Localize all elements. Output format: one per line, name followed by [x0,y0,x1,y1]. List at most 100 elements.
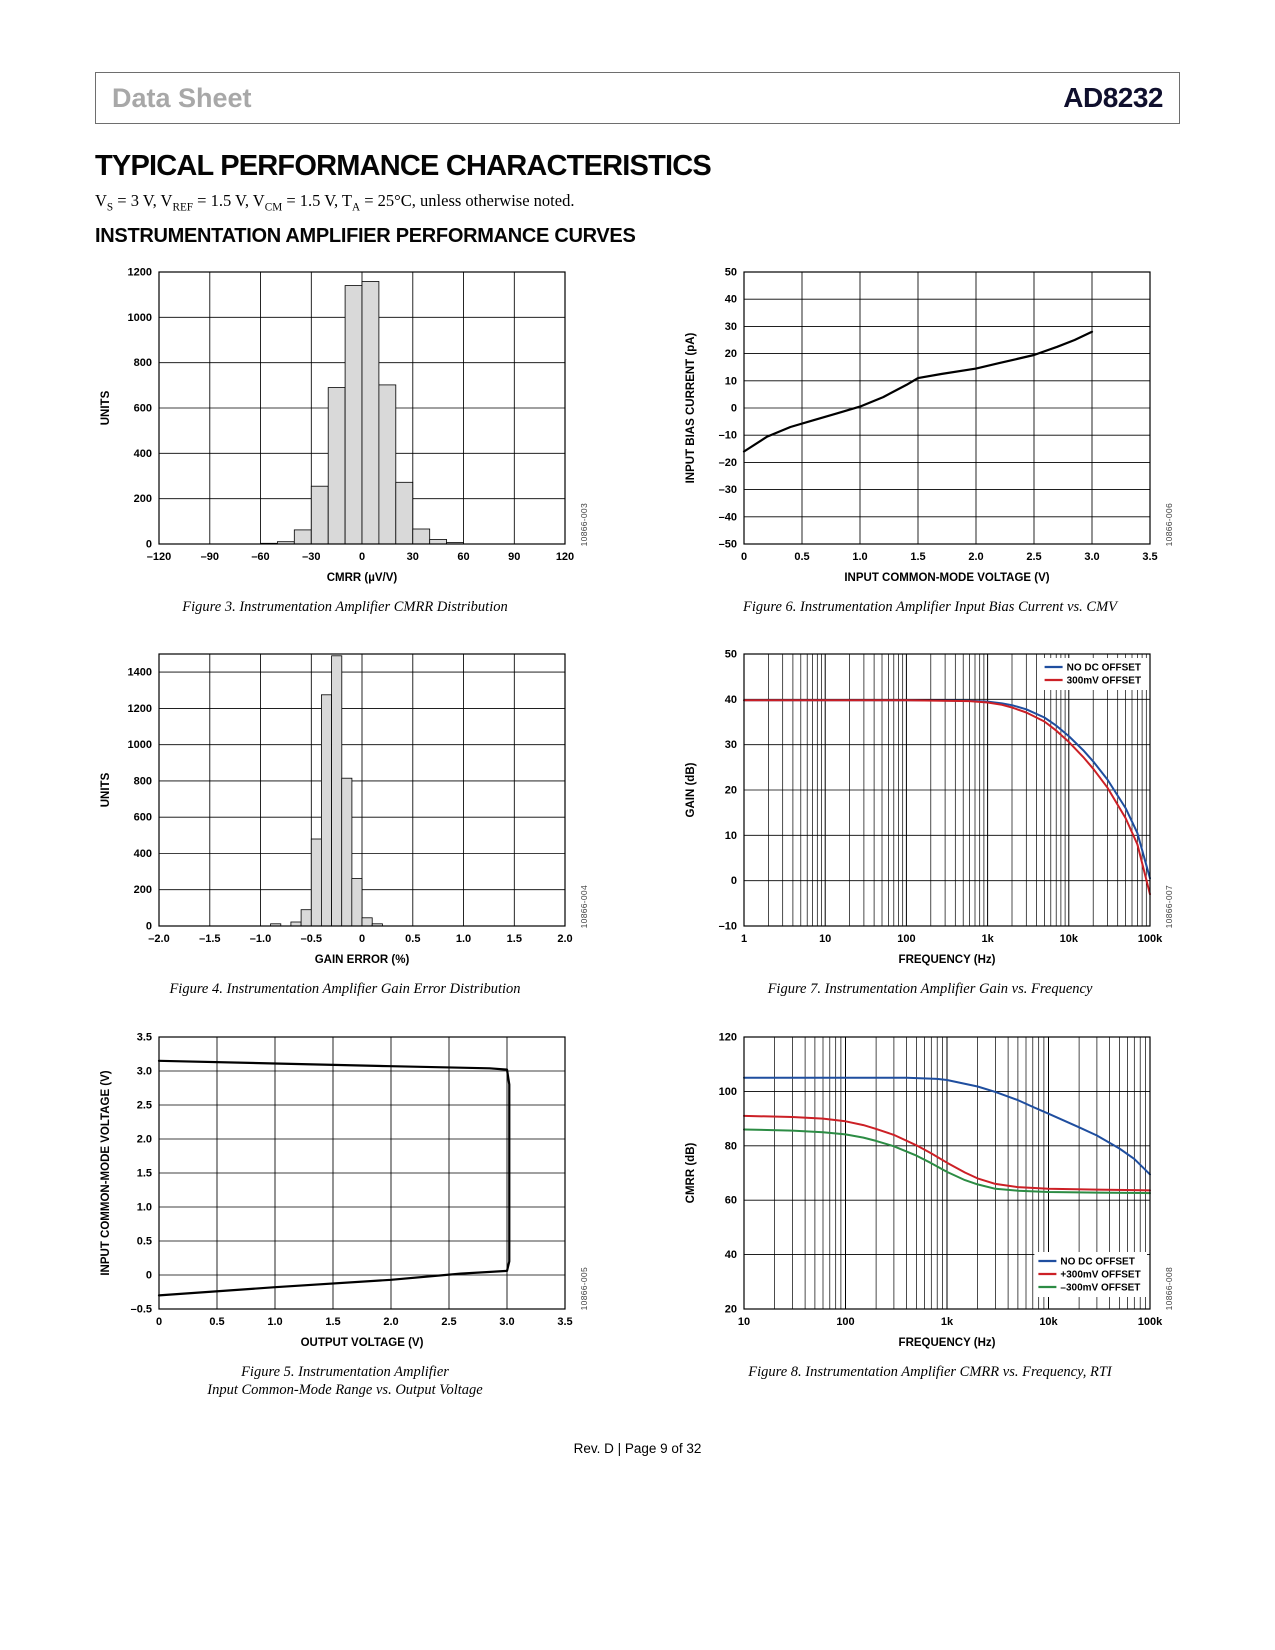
svg-text:400: 400 [134,848,152,860]
svg-text:–30: –30 [719,484,737,496]
svg-text:2.5: 2.5 [137,1099,152,1111]
svg-text:0: 0 [146,539,152,551]
svg-text:1.0: 1.0 [852,551,867,563]
figure-7-plot: NO DC OFFSET 300mV OFFSET 1 10 100 1k 10k 100k –… [680,642,1180,976]
svg-text:–2.0: –2.0 [148,933,169,945]
svg-text:300mV OFFSET: 300mV OFFSET [1067,676,1141,687]
section-heading: INSTRUMENTATION AMPLIFIER PERFORMANCE CU… [95,225,636,248]
svg-text:800: 800 [134,357,152,369]
svg-text:1.5: 1.5 [325,1316,340,1328]
svg-text:1.5: 1.5 [910,551,925,563]
figure-5-chart: 0 0.5 1.0 1.5 2.0 2.5 3.0 3.5 –0.5 0 0.5 1.0 1.5 2.0 2… [100,1031,573,1349]
figure-4-chart: –2.0 –1.5 –1.0 –0.5 0 0.5 1.0 1.5 2.0 0 200 400 600 8… [100,653,573,966]
svg-text:1k: 1k [981,933,994,945]
svg-text:2.5: 2.5 [441,1316,456,1328]
svg-text:20: 20 [725,348,737,360]
svg-text:50: 50 [725,649,737,661]
figure-8-caption: Figure 8. Instrumentation Amplifier CMRR… [748,1363,1112,1380]
svg-text:100: 100 [719,1085,737,1097]
page-footer: Rev. D | Page 9 of 32 [573,1440,702,1456]
svg-text:0: 0 [146,1269,152,1281]
doc-type-label: Data Sheet [112,82,252,113]
part-number: AD8232 [1063,82,1163,113]
svg-text:NO DC OFFSET: NO DC OFFSET [1067,663,1141,674]
svg-text:90: 90 [508,551,520,563]
svg-text:100: 100 [836,1316,854,1328]
svg-text:GAIN (dB): GAIN (dB) [685,763,697,818]
figure-5-caption: Figure 5. Instrumentation Amplifier Inpu… [207,1363,483,1398]
svg-text:–1.0: –1.0 [250,933,271,945]
figure-8-plot: NO DC OFFSET +300mV OFFSET –300mV OFFSET 10… [680,1025,1180,1359]
svg-text:0: 0 [731,876,737,888]
svg-text:CMRR (µV/V): CMRR (µV/V) [327,572,398,584]
svg-text:–90: –90 [201,551,219,563]
svg-text:600: 600 [134,812,152,824]
svg-text:INPUT COMMON-MODE VOLTAGE (V): INPUT COMMON-MODE VOLTAGE (V) [844,572,1049,584]
svg-text:–10: –10 [719,921,737,933]
page-title: TYPICAL PERFORMANCE CHARACTERISTICS [95,150,712,182]
figure-4-code: 10866-004 [579,885,589,929]
figure-7-caption: Figure 7. Instrumentation Amplifier Gain… [767,981,1093,998]
svg-text:100k: 100k [1138,1316,1163,1328]
svg-text:0.5: 0.5 [209,1316,224,1328]
figure-8-code: 10866-008 [1164,1267,1174,1311]
svg-text:1: 1 [741,933,747,945]
svg-text:NO DC OFFSET: NO DC OFFSET [1060,1256,1134,1267]
svg-text:0: 0 [156,1316,162,1328]
svg-text:–300mV OFFSET: –300mV OFFSET [1060,1282,1140,1293]
figure-3-plot: –120 –90 –60 –30 0 30 60 90 120 0 200 400 600 800 1000… [95,260,595,594]
figure-8-block: NO DC OFFSET +300mV OFFSET –300mV OFFSET 10… [680,1025,1180,1399]
figure-4-plot: –2.0 –1.5 –1.0 –0.5 0 0.5 1.0 1.5 2.0 0 200 400 600 8… [95,642,595,976]
svg-text:INPUT BIAS CURRENT (pA): INPUT BIAS CURRENT (pA) [685,333,697,484]
svg-text:0.5: 0.5 [137,1235,152,1247]
figure-6-block: 0 0.5 1.0 1.5 2.0 2.5 3.0 3.5 –50 –40 –30 –20 –10 0 10… [680,260,1180,616]
svg-text:FREQUENCY (Hz): FREQUENCY (Hz) [899,1337,996,1349]
figure-4-caption: Figure 4. Instrumentation Amplifier Gain… [169,981,521,998]
svg-text:1200: 1200 [128,267,152,279]
figure-3-code: 10866-003 [579,502,589,547]
svg-text:–50: –50 [719,539,737,551]
svg-text:–20: –20 [719,457,737,469]
svg-text:–120: –120 [147,551,171,563]
svg-text:80: 80 [725,1140,737,1152]
svg-text:–0.5: –0.5 [131,1303,152,1315]
svg-text:2.5: 2.5 [1026,551,1041,563]
svg-text:40: 40 [725,694,737,706]
svg-text:–40: –40 [719,512,737,524]
svg-text:3.0: 3.0 [137,1065,152,1077]
svg-text:2.0: 2.0 [557,933,572,945]
svg-text:1.0: 1.0 [267,1316,282,1328]
svg-text:2.0: 2.0 [137,1133,152,1145]
svg-text:800: 800 [134,776,152,788]
svg-text:0.5: 0.5 [405,933,420,945]
test-conditions: VS = 3 V, VREF = 1.5 V, VCM = 1.5 V, TA … [95,191,575,214]
svg-text:40: 40 [725,294,737,306]
svg-text:40: 40 [725,1249,737,1261]
svg-text:1.5: 1.5 [137,1167,152,1179]
svg-text:2.0: 2.0 [968,551,983,563]
figure-3-chart: –120 –90 –60 –30 0 30 60 90 12002004006008001000… [100,267,574,585]
svg-text:10k: 10k [1039,1316,1058,1328]
svg-text:20: 20 [725,785,737,797]
svg-text:UNITS: UNITS [100,391,112,426]
svg-text:1.0: 1.0 [137,1201,152,1213]
svg-text:10k: 10k [1060,933,1079,945]
svg-text:2.0: 2.0 [383,1316,398,1328]
page-header: Data Sheet AD8232 [95,72,1180,124]
charts-grid: –120 –90 –60 –30 0 30 60 90 120 0 200 400 600 800 1000… [95,260,1180,1399]
figure-6-plot: 0 0.5 1.0 1.5 2.0 2.5 3.0 3.5 –50 –40 –30 –20 –10 0 10… [680,260,1180,594]
svg-text:FREQUENCY (Hz): FREQUENCY (Hz) [899,954,996,966]
svg-text:1.5: 1.5 [507,933,522,945]
svg-text:400: 400 [134,448,152,460]
svg-text:30: 30 [407,551,419,563]
svg-text:–30: –30 [302,551,320,563]
svg-text:UNITS: UNITS [100,773,112,808]
svg-text:GAIN ERROR (%): GAIN ERROR (%) [315,954,410,966]
svg-text:+300mV OFFSET: +300mV OFFSET [1060,1269,1140,1280]
svg-text:3.5: 3.5 [1142,551,1157,563]
figure-6-caption: Figure 6. Instrumentation Amplifier Inpu… [742,599,1118,616]
svg-text:600: 600 [134,403,152,415]
figure-6-code: 10866-006 [1164,502,1174,547]
svg-text:0: 0 [359,551,365,563]
svg-text:30: 30 [725,740,737,752]
